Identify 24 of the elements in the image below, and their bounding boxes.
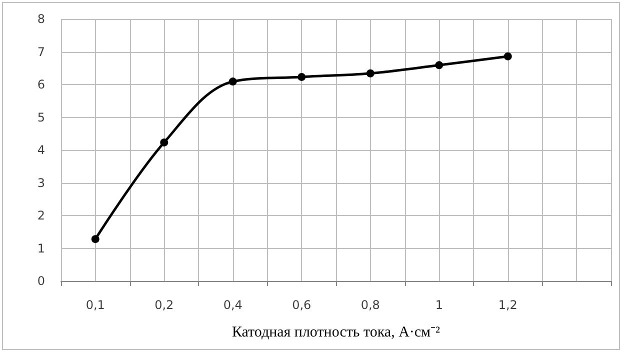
x-tick-label: 1 bbox=[435, 298, 443, 312]
y-tick-label: 6 bbox=[37, 78, 45, 92]
x-axis-title: Катодная плотность тока, А·см⁻² bbox=[232, 324, 441, 340]
point bbox=[228, 78, 237, 86]
x-tick-label: 0,4 bbox=[223, 298, 242, 312]
point bbox=[366, 69, 374, 78]
x-tick-label: 0,6 bbox=[292, 298, 312, 312]
point bbox=[504, 52, 512, 60]
y-tick-label: 0 bbox=[37, 274, 45, 288]
y-tick-label: 2 bbox=[37, 208, 45, 222]
point bbox=[160, 138, 168, 146]
y-tick-label: 4 bbox=[37, 143, 45, 157]
point bbox=[91, 235, 100, 244]
point bbox=[298, 72, 306, 81]
x-tick-label: 0,1 bbox=[86, 298, 105, 312]
x-tick-label: 0,2 bbox=[154, 298, 174, 312]
point bbox=[435, 61, 444, 70]
y-tick-label: 5 bbox=[37, 110, 45, 124]
x-tick-label: 1,2 bbox=[498, 298, 518, 312]
x-tick-label: 0,8 bbox=[360, 298, 380, 312]
y-tick-label: 3 bbox=[37, 176, 45, 190]
y-tick-label: 8 bbox=[37, 12, 45, 26]
y-tick-label: 1 bbox=[37, 241, 45, 256]
y-tick-label: 7 bbox=[37, 44, 45, 59]
